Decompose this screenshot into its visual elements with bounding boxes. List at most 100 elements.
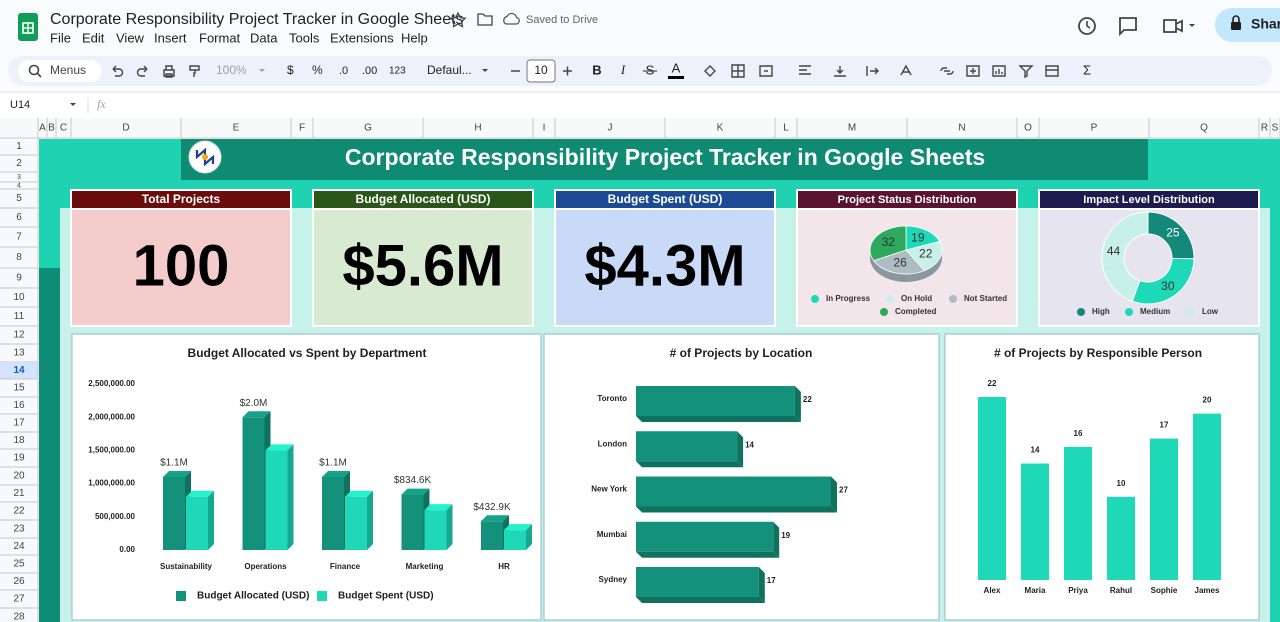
row-header[interactable]: 18 — [13, 435, 25, 446]
decrease-decimal[interactable]: .0 — [339, 65, 348, 77]
format-currency[interactable]: $ — [287, 63, 294, 77]
row-header[interactable]: 19 — [13, 453, 25, 464]
menu-item[interactable]: Help — [401, 30, 428, 45]
font-select[interactable]: Defaul... — [427, 63, 472, 77]
column-header[interactable]: F — [299, 123, 305, 134]
row-header[interactable]: 4 — [17, 182, 21, 189]
zoom[interactable]: 100% — [216, 63, 247, 77]
borders[interactable] — [731, 64, 745, 78]
functions[interactable]: Σ — [1083, 62, 1091, 77]
increase-decimal[interactable]: .00 — [362, 65, 377, 77]
row-header[interactable]: 14 — [13, 365, 25, 376]
row-header[interactable]: 27 — [13, 594, 25, 605]
row-header[interactable]: 17 — [13, 418, 25, 429]
row-header[interactable]: 11 — [14, 311, 25, 322]
column-header[interactable]: N — [958, 123, 965, 134]
column-header[interactable]: H — [474, 123, 481, 134]
row-header[interactable]: 7 — [16, 232, 22, 243]
menu-item[interactable]: Tools — [289, 30, 320, 45]
row-header[interactable]: 28 — [13, 612, 25, 622]
fill-color[interactable] — [704, 65, 716, 77]
menu-item[interactable]: Data — [250, 30, 278, 45]
share-button[interactable] — [1215, 8, 1280, 42]
merge[interactable] — [759, 65, 773, 77]
column-header[interactable]: R — [1261, 123, 1268, 134]
row-header[interactable]: 2 — [16, 158, 22, 169]
row-header[interactable]: 15 — [13, 383, 25, 394]
column-header[interactable]: B — [48, 123, 55, 134]
column-header[interactable]: E — [233, 123, 240, 134]
column-header[interactable]: G — [364, 123, 372, 134]
paint-format[interactable] — [189, 65, 200, 77]
menu-item[interactable]: Format — [199, 30, 241, 45]
column-header[interactable]: K — [717, 123, 724, 134]
wrap[interactable] — [866, 66, 879, 76]
row-header[interactable]: 24 — [13, 541, 25, 552]
column-header[interactable]: O — [1024, 123, 1032, 134]
row-header[interactable]: 25 — [13, 559, 25, 570]
align[interactable] — [799, 65, 811, 75]
doc-title[interactable]: Corporate Responsibility Project Tracker… — [50, 11, 464, 28]
menu-item[interactable]: Edit — [82, 30, 105, 45]
row-header[interactable]: 21 — [13, 488, 25, 499]
filter-views[interactable] — [1045, 65, 1059, 77]
more-formats[interactable]: 123 — [389, 66, 406, 77]
font-size-box[interactable] — [526, 59, 556, 83]
row-header[interactable]: 10 — [13, 292, 25, 303]
font-size[interactable]: 10 — [534, 63, 548, 77]
row-header[interactable]: 23 — [13, 524, 25, 535]
star-icon[interactable] — [449, 11, 467, 28]
column-header[interactable]: J — [608, 123, 613, 134]
chart-title: # of Projects by Responsible Person — [994, 346, 1202, 360]
row-header[interactable]: 3 — [17, 174, 21, 181]
column-header[interactable]: C — [60, 123, 67, 134]
column-header[interactable]: D — [122, 123, 129, 134]
column-header[interactable]: I — [543, 123, 546, 134]
row-header[interactable]: 5 — [16, 193, 22, 204]
menu-item[interactable]: View — [116, 30, 145, 45]
row-header[interactable]: 26 — [13, 576, 25, 587]
italic[interactable]: I — [620, 62, 626, 77]
rotate[interactable] — [900, 64, 912, 76]
search-menus[interactable] — [18, 60, 102, 82]
comment-icon[interactable] — [1119, 17, 1137, 37]
name-box[interactable]: U14 — [10, 99, 30, 111]
column-header[interactable]: P — [1091, 123, 1098, 134]
row-header[interactable]: 6 — [16, 212, 22, 223]
meet-icon[interactable] — [1163, 19, 1183, 33]
link[interactable] — [940, 67, 954, 75]
move-icon[interactable] — [477, 13, 493, 26]
chart[interactable] — [992, 65, 1006, 77]
share-label[interactable]: Share — [1251, 16, 1280, 32]
row-header[interactable]: 8 — [16, 252, 22, 263]
row-header[interactable]: 22 — [13, 506, 25, 517]
strikethrough[interactable]: S — [646, 62, 655, 77]
column-header[interactable]: A — [39, 123, 46, 134]
print[interactable] — [163, 65, 175, 78]
text-color[interactable]: A — [672, 60, 681, 75]
comment[interactable] — [966, 65, 980, 77]
redo[interactable] — [136, 65, 148, 77]
row-header[interactable]: 16 — [13, 400, 25, 411]
column-header[interactable]: Q — [1200, 123, 1208, 134]
history-icon[interactable] — [1078, 17, 1096, 35]
filter[interactable] — [1018, 65, 1034, 79]
row-header[interactable]: 1 — [16, 141, 22, 152]
menu-item[interactable]: File — [50, 30, 71, 45]
row-header[interactable]: 20 — [13, 471, 25, 482]
column-header[interactable]: S — [1272, 123, 1279, 134]
menu-item[interactable]: Extensions — [330, 30, 394, 45]
row-header[interactable]: 13 — [13, 348, 25, 359]
row-header[interactable]: 12 — [13, 330, 25, 341]
bold[interactable]: B — [592, 62, 601, 77]
search-label[interactable]: Menus — [50, 63, 86, 77]
row-header[interactable]: 9 — [16, 273, 22, 284]
column-header[interactable]: L — [783, 123, 789, 134]
bar-top — [163, 470, 191, 477]
valign[interactable] — [834, 66, 846, 77]
undo[interactable] — [112, 65, 124, 77]
column-header[interactable]: M — [848, 123, 856, 134]
menu-item[interactable]: Insert — [154, 30, 187, 45]
font-size-plus[interactable] — [563, 66, 572, 76]
format-percent[interactable]: % — [312, 63, 323, 77]
